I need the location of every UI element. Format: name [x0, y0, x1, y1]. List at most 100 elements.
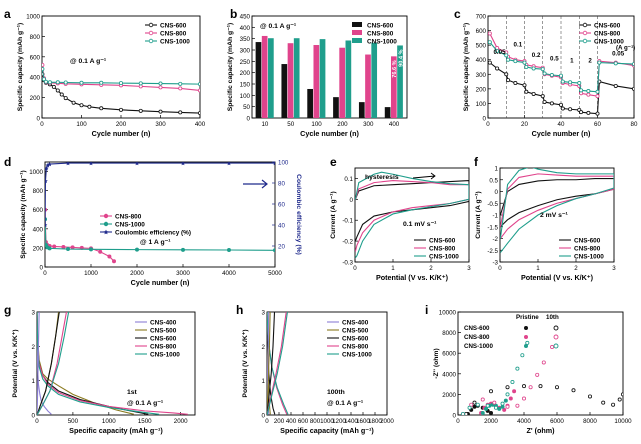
data-point	[45, 178, 48, 184]
legend-marker	[582, 38, 588, 44]
data-point	[42, 77, 46, 82]
panel-c: c 0 100 200 300 400 500 600 700 0 20 40 60 80 Cycle nu…	[454, 7, 638, 138]
y-tick-label: 800	[33, 188, 44, 195]
y-tick-label: -0.3	[342, 260, 353, 267]
y-tick-label: 1	[262, 378, 266, 385]
y-tick-label: 200	[30, 95, 41, 102]
legend-label: CNS-500	[342, 327, 369, 334]
data-point	[522, 384, 527, 389]
x-tick-label: 2	[574, 265, 578, 272]
annotation: 1st	[127, 389, 138, 396]
data-point	[613, 61, 618, 66]
legend-marker-filled	[524, 344, 528, 348]
data-point	[43, 79, 48, 84]
x-axis-title: Cycle number (n)	[532, 129, 591, 138]
y-tick-label: 8000	[442, 330, 456, 337]
data-point	[89, 247, 94, 252]
data-point	[488, 60, 492, 65]
x-axis-title: Specific capacity (mAh g⁻¹)	[280, 426, 374, 435]
legend-label: CNS-800	[367, 30, 394, 37]
x-tick-label: 1600	[356, 418, 370, 425]
annotation: @ 0.1 A g⁻¹	[327, 400, 364, 407]
data-point	[88, 162, 94, 166]
data-point	[178, 86, 183, 91]
x-tick-label: 1000	[84, 270, 98, 277]
y2-tick-label: 100	[278, 160, 289, 167]
panel-f: f -3 -2.5 -2 -1.5 -1 -0.5 0 0.5 1 0 1 2 3 Potential (V…	[474, 155, 616, 282]
annotation: 0.1 mV s⁻¹	[403, 221, 437, 228]
data-point	[112, 259, 117, 264]
x-axis-title: Specific capacity (mAh g⁻¹)	[69, 426, 163, 435]
y-tick-label: 150	[240, 82, 251, 89]
data-point	[568, 80, 573, 85]
rate-label: 0.2	[532, 52, 541, 59]
x-tick-label: 40	[558, 121, 565, 128]
x-tick-label: 0	[353, 265, 357, 272]
data-point	[586, 110, 591, 115]
data-point	[45, 162, 51, 168]
panel-g: g 0 1 2 3 0 500 1000 1500 2000 Specific capacity (…	[4, 303, 196, 435]
data-point	[500, 401, 505, 406]
legend-label: CNS-1000	[574, 253, 604, 260]
x-tick-label: 5000	[268, 270, 282, 277]
data-point	[508, 396, 513, 401]
plot-area-c	[488, 16, 634, 118]
legend-label: CNS-800	[160, 30, 187, 37]
y-tick-label: 100	[240, 93, 251, 100]
data-point	[542, 71, 547, 76]
data-point	[617, 397, 622, 402]
panel-h: h 0 1 2 3 0 200 400 600 800 1000120014001600180020…	[236, 303, 394, 435]
x-tick-label: 80	[631, 121, 638, 128]
data-point	[522, 60, 527, 65]
data-point	[158, 85, 163, 90]
series-line	[45, 162, 275, 226]
x-tick-label: 1000	[102, 418, 116, 425]
data-point	[560, 79, 565, 84]
data-point	[273, 248, 275, 253]
y-tick-label: -1.5	[487, 224, 498, 231]
y-axis-title: Specific capacity (mAh g⁻¹)	[17, 23, 24, 112]
panel-label-f: f	[474, 155, 479, 169]
x-tick-label: 8000	[583, 418, 597, 425]
data-point	[595, 111, 600, 116]
panel-label-e: e	[330, 155, 337, 169]
data-point	[524, 65, 529, 70]
plot-area-f	[500, 168, 614, 253]
hysteresis-arrow-icon	[412, 172, 436, 180]
data-point	[45, 166, 49, 171]
y2-tick-label: 20	[278, 244, 285, 251]
y-axis-title: Current (A g⁻¹)	[330, 191, 337, 239]
data-point	[522, 396, 527, 401]
bar	[287, 43, 294, 118]
data-point	[138, 108, 143, 113]
data-point	[47, 162, 52, 167]
panel-label-g: g	[4, 303, 11, 317]
data-point	[467, 405, 472, 410]
data-point	[528, 385, 533, 390]
series-line	[37, 312, 160, 415]
x-tick-label: 2000	[130, 270, 144, 277]
data-point	[597, 60, 602, 65]
panel-label-c: c	[454, 7, 461, 21]
y-tick-label: -0.5	[487, 201, 498, 208]
panel-a: a 0 200 400 600 800 1000 0 100 200 300 400 Cycle num…	[4, 7, 206, 138]
x-tick-label: 1	[391, 265, 395, 272]
x-tick-label: 1000	[320, 418, 334, 425]
legend-swatch	[352, 30, 362, 35]
data-point	[524, 89, 529, 94]
x-tick-label: 300	[363, 121, 374, 128]
x-tick-label: 6000	[550, 418, 564, 425]
x-axis-title: Cycle number (n)	[131, 278, 190, 287]
y-tick-label: 600	[30, 54, 41, 61]
y-tick-label: -0.2	[342, 239, 353, 246]
rate-label: 0.05	[493, 49, 506, 56]
x-axis-title: Z' (ohm)	[526, 426, 555, 435]
y-tick-label: 10000	[439, 310, 457, 317]
annotation: @ 1 A g⁻¹	[140, 239, 171, 246]
x-tick-label: 0	[456, 418, 460, 425]
series-line	[500, 178, 614, 228]
legend-label: CNS-600	[594, 22, 621, 29]
plot-area-i	[460, 340, 623, 415]
data-point	[542, 99, 547, 104]
y-tick-label: 0	[37, 116, 41, 123]
